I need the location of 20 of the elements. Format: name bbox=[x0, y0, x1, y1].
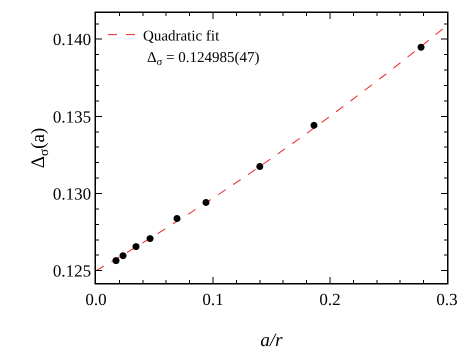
point bbox=[120, 252, 127, 260]
x-tick-label: 0.2 bbox=[319, 290, 341, 309]
y-tick-label: 0.140 bbox=[52, 30, 92, 50]
annotation: Δ$_{σ}$ = 0.124985(47) bbox=[147, 50, 260, 68]
point bbox=[310, 122, 318, 129]
text: 0.0 bbox=[85, 290, 107, 309]
point bbox=[132, 243, 140, 250]
point bbox=[173, 215, 180, 222]
y-tick-label: 0.130 bbox=[52, 184, 92, 204]
y-tick-label: 0.125 bbox=[52, 262, 92, 281]
point bbox=[112, 257, 120, 264]
point bbox=[418, 44, 425, 51]
x-axis-title: a/r bbox=[260, 330, 284, 351]
y-tick-label: 0.135 bbox=[52, 107, 92, 126]
legend-label: Quadratic fit bbox=[143, 28, 220, 44]
x-tick-label: 0.1 bbox=[202, 290, 224, 309]
point bbox=[146, 235, 154, 242]
point bbox=[256, 163, 264, 170]
point bbox=[202, 198, 210, 206]
x-tick-label: 0.3 bbox=[436, 290, 458, 309]
